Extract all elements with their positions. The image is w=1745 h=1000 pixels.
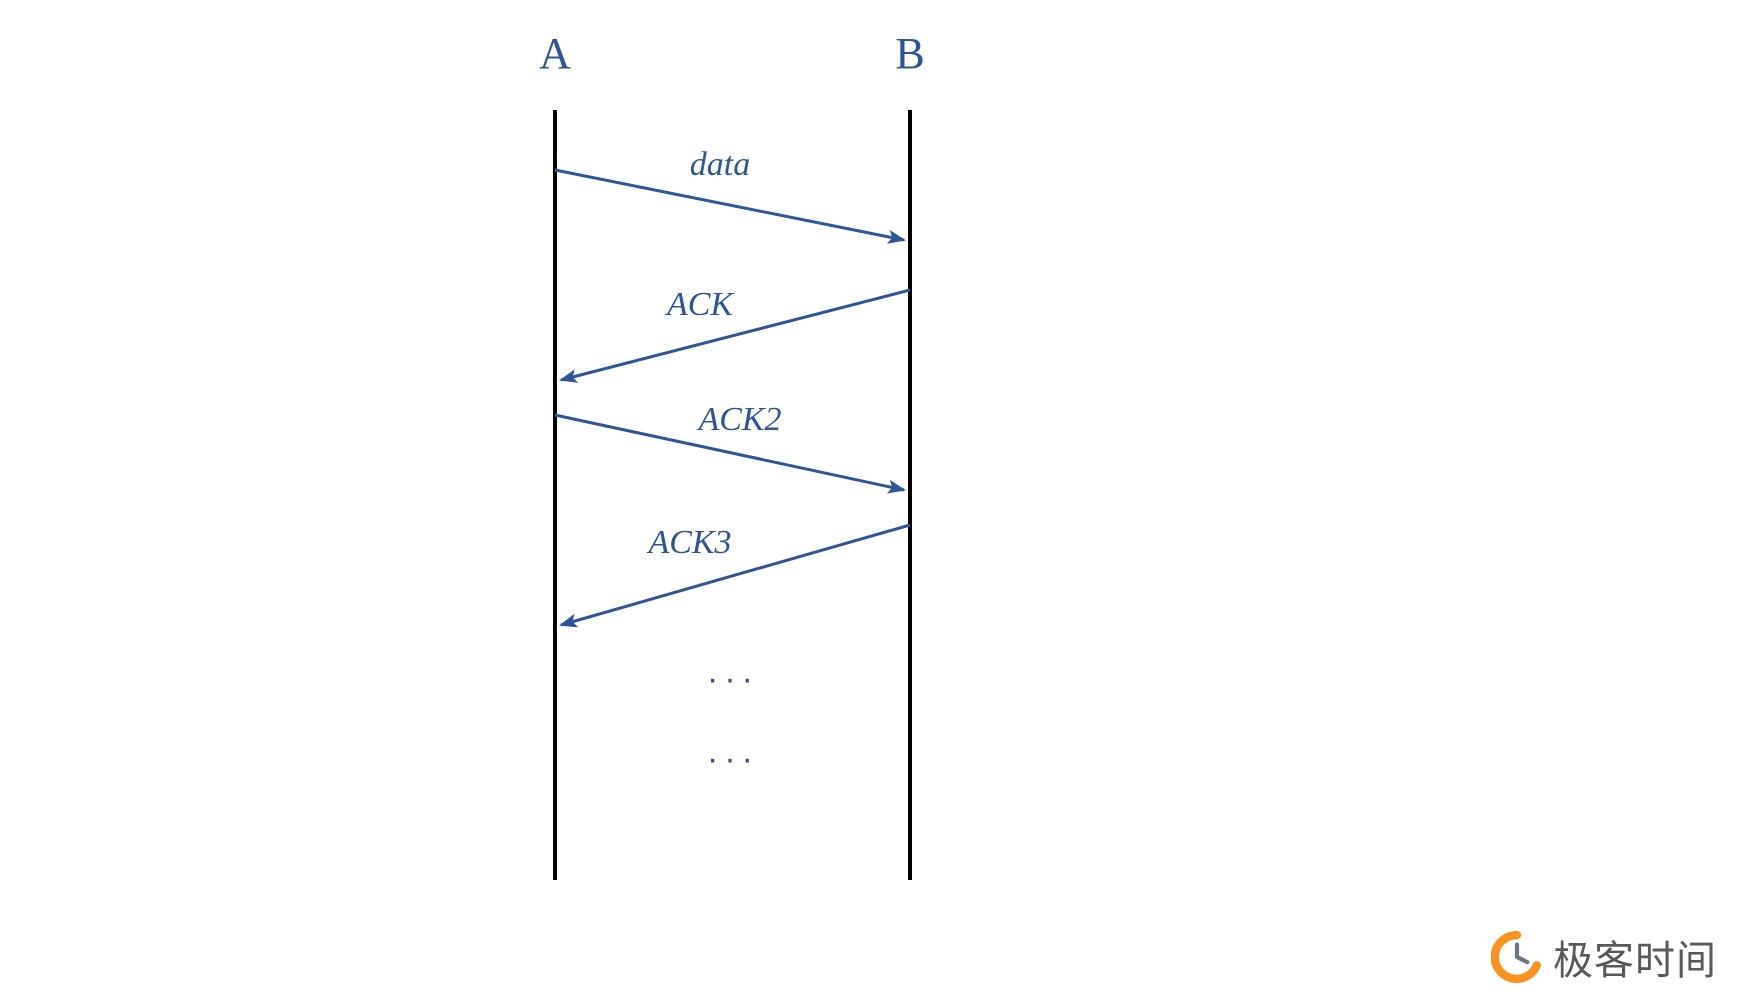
message-label-1: ACK: [665, 286, 735, 323]
sequence-diagram: A Bdata ACK ACK2 ACK3 ··· ···: [0, 0, 1745, 1000]
actor-label-b: B: [895, 29, 924, 78]
actor-label-a: A: [539, 29, 571, 78]
message-arrow-3: [561, 525, 910, 625]
message-label-3: ACK3: [646, 524, 731, 561]
message-arrow-1: [561, 290, 910, 380]
watermark-text: 极客时间: [1553, 928, 1717, 986]
ellipsis-0: ···: [707, 660, 759, 698]
ellipsis-1: ···: [707, 740, 759, 778]
watermark: 极客时间: [1491, 928, 1717, 986]
geektime-logo-icon: [1491, 931, 1543, 983]
message-label-0: data: [690, 146, 750, 183]
message-label-2: ACK2: [696, 401, 781, 438]
